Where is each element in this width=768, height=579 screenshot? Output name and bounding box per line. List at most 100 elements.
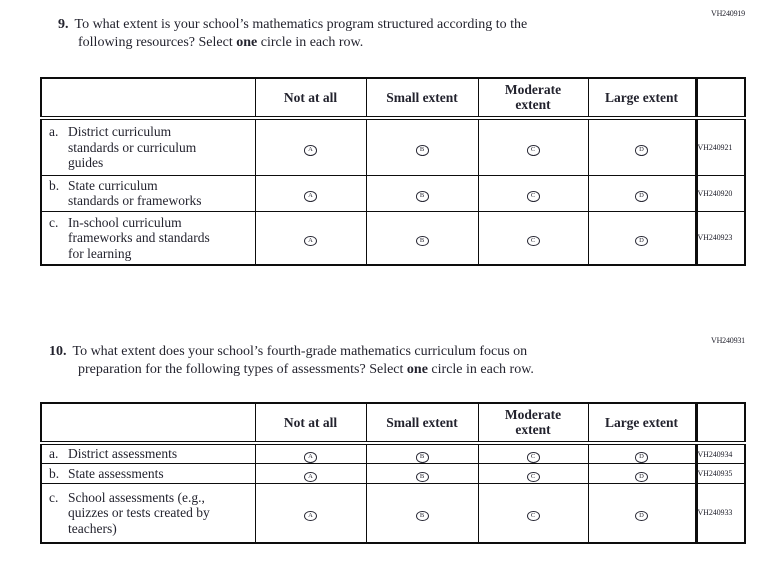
row-marker: b. [49, 465, 60, 481]
option-cell: A [254, 210, 367, 266]
question-10-section: VH240931 10. To what extent does your sch… [0, 336, 768, 544]
answer-circle-d[interactable]: D [635, 145, 648, 156]
option-cell: B [365, 210, 479, 266]
row-label: School assessments (e.g., quizzes or tes… [68, 489, 210, 536]
question-code: VH240931 [711, 336, 745, 345]
question-number: 10. [49, 344, 67, 359]
table-row-a: a. District assessments A B C D VH240934 [40, 442, 746, 464]
answer-circle-b[interactable]: B [415, 471, 429, 482]
row-label: In-school curriculum frameworks and stan… [68, 214, 210, 261]
row-label: District assessments [68, 446, 178, 462]
row-label-cell: b. State assessments [40, 463, 256, 484]
question-text: 9. To what extent is your school’s mathem… [58, 16, 688, 51]
option-cell: B [365, 174, 479, 212]
item-code: VH240920 [694, 174, 746, 212]
answer-circle-b[interactable]: B [415, 191, 429, 202]
option-cell: D [587, 210, 697, 266]
option-cell: C [477, 117, 589, 176]
question-9-section: VH240919 9. To what extent is your school… [0, 0, 768, 266]
answer-circle-d[interactable]: D [635, 452, 648, 463]
row-label: State curriculum standards or frameworks [68, 177, 202, 209]
answer-circle-c[interactable]: C [526, 235, 540, 247]
option-cell: D [587, 463, 697, 484]
row-marker: c. [49, 214, 59, 230]
column-header-moderate-extent: Moderate extent [477, 402, 589, 445]
response-table-q10: Not at all Small extent Moderate extent … [40, 402, 746, 544]
question-line1: To what extent is your school’s mathemat… [74, 17, 528, 32]
option-cell: D [587, 442, 697, 464]
table-header-row: Not at all Small extent Moderate extent … [40, 402, 746, 445]
item-code: VH240933 [694, 483, 746, 543]
answer-circle-b[interactable]: B [415, 452, 429, 463]
row-marker: a. [49, 446, 59, 462]
answer-circle-a[interactable]: A [304, 191, 317, 202]
answer-circle-a[interactable]: A [304, 471, 317, 482]
option-cell: A [254, 463, 367, 484]
item-code: VH240921 [694, 117, 746, 176]
answer-circle-c[interactable]: C [526, 191, 540, 202]
row-label: State assessments [68, 465, 164, 481]
answer-circle-d[interactable]: D [635, 235, 648, 247]
answer-circle-d[interactable]: D [635, 471, 648, 482]
answer-circle-b[interactable]: B [415, 145, 429, 156]
table-row-c: c. In-school curriculum frameworks and st… [40, 210, 746, 266]
option-cell: C [477, 463, 589, 484]
question-number: 9. [58, 17, 69, 32]
answer-circle-c[interactable]: C [526, 510, 540, 522]
table-row-b: b. State curriculum standards or framewor… [40, 174, 746, 212]
option-cell: A [254, 442, 367, 464]
question-line2-post: circle in each row. [427, 361, 534, 377]
item-code: VH240934 [694, 442, 746, 464]
item-code: VH240923 [694, 210, 746, 266]
answer-circle-a[interactable]: A [304, 235, 317, 247]
header-code-cell [694, 77, 746, 120]
column-header-small-extent: Small extent [365, 77, 479, 120]
column-header-not-at-all: Not at all [254, 77, 367, 120]
option-cell: D [587, 117, 697, 176]
header-code-cell [694, 402, 746, 445]
bold-word-one: one [236, 34, 258, 50]
answer-circle-b[interactable]: B [415, 235, 429, 247]
table-header-row: Not at all Small extent Moderate extent … [40, 77, 746, 120]
column-header-not-at-all: Not at all [254, 402, 367, 445]
option-cell: B [365, 117, 479, 176]
option-cell: B [365, 483, 479, 543]
answer-circle-d[interactable]: D [635, 191, 648, 202]
option-cell: A [254, 483, 367, 543]
answer-circle-a[interactable]: A [304, 452, 317, 463]
row-label-cell: c. School assessments (e.g., quizzes or t… [40, 483, 256, 543]
row-label: District curriculum standards or curricu… [68, 124, 197, 170]
option-cell: C [477, 174, 589, 212]
answer-circle-c[interactable]: C [526, 145, 540, 156]
header-empty-cell [40, 402, 256, 445]
option-cell: A [254, 117, 367, 176]
bold-word-one: one [406, 361, 428, 377]
column-header-large-extent: Large extent [587, 402, 697, 445]
row-marker: a. [49, 124, 59, 139]
question-line1: To what extent does your school’s fourth… [72, 344, 528, 359]
question-code: VH240919 [711, 9, 745, 18]
item-code: VH240935 [694, 463, 746, 484]
answer-circle-b[interactable]: B [415, 510, 429, 522]
header-empty-cell [40, 77, 256, 120]
question-line2-pre: preparation for the following types of a… [78, 361, 407, 377]
row-marker: b. [49, 177, 60, 193]
answer-circle-d[interactable]: D [635, 510, 648, 522]
option-cell: D [587, 174, 697, 212]
question-line2-pre: following resources? Select [78, 34, 237, 50]
question-line2-post: circle in each row. [257, 34, 364, 50]
row-label-cell: a. District assessments [40, 442, 256, 464]
answer-circle-a[interactable]: A [304, 145, 317, 156]
option-cell: C [477, 210, 589, 266]
column-header-moderate-extent: Moderate extent [477, 77, 589, 120]
row-label-cell: a. District curriculum standards or curri… [40, 117, 256, 176]
column-header-small-extent: Small extent [365, 402, 479, 445]
row-label-cell: c. In-school curriculum frameworks and st… [40, 210, 256, 266]
answer-circle-a[interactable]: A [304, 510, 317, 522]
column-header-large-extent: Large extent [587, 77, 697, 120]
option-cell: D [587, 483, 697, 543]
table-row-a: a. District curriculum standards or curri… [40, 117, 746, 176]
answer-circle-c[interactable]: C [526, 471, 540, 482]
option-cell: B [365, 442, 479, 464]
answer-circle-c[interactable]: C [526, 452, 540, 463]
